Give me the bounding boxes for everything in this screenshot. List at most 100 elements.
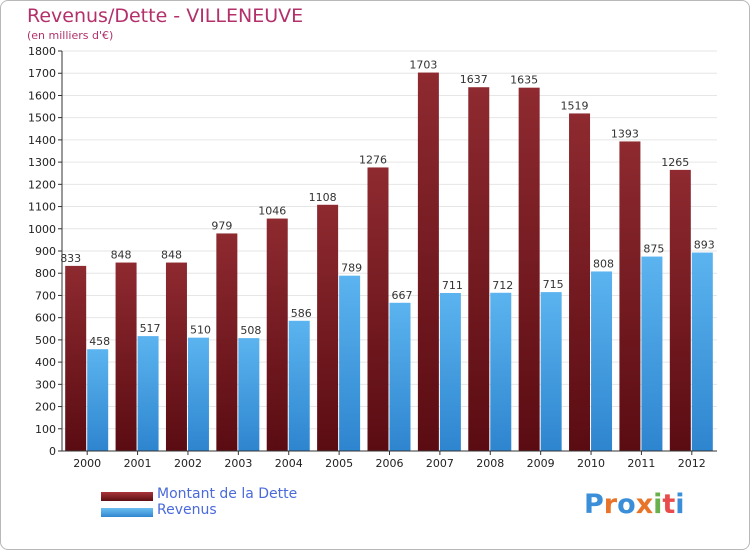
bar-dette (65, 265, 87, 451)
bar-revenus (288, 320, 310, 451)
y-tick-label: 1600 (28, 89, 56, 102)
y-tick-label: 1200 (28, 178, 56, 191)
bar-revenus (490, 292, 512, 451)
y-tick-label: 1000 (28, 223, 56, 236)
x-tick-label: 2007 (426, 457, 454, 470)
data-label-revenus: 508 (240, 324, 261, 337)
logo-letter: r (603, 489, 618, 520)
bar-dette (115, 262, 137, 451)
data-label-revenus: 893 (694, 239, 715, 252)
y-tick-label: 0 (49, 445, 56, 458)
bar-revenus (339, 275, 361, 451)
logo-letter: i (653, 489, 663, 520)
data-label-dette: 1519 (561, 99, 589, 112)
x-tick-label: 2004 (275, 457, 303, 470)
logo-letter: o (617, 489, 636, 520)
bar-dette (468, 87, 490, 451)
legend-label-revenus: Revenus (157, 502, 217, 518)
data-label-revenus: 789 (341, 262, 362, 275)
data-label-revenus: 586 (291, 307, 312, 320)
y-tick-label: 300 (35, 378, 56, 391)
logo-letter: P (584, 489, 604, 520)
logo-letter: i (675, 489, 685, 520)
data-label-revenus: 711 (442, 279, 463, 292)
data-label-revenus: 712 (492, 279, 513, 292)
y-tick-label: 500 (35, 334, 56, 347)
bar-dette (266, 218, 288, 451)
y-tick-label: 1400 (28, 134, 56, 147)
y-tick-label: 900 (35, 245, 56, 258)
y-tick-label: 1300 (28, 156, 56, 169)
bar-dette (216, 233, 238, 451)
legend-label-dette: Montant de la Dette (157, 486, 298, 502)
bar-revenus (238, 338, 260, 451)
chart-title: Revenus/Dette - VILLENEUVE (27, 5, 304, 27)
x-tick-label: 2006 (376, 457, 404, 470)
data-label-revenus: 667 (392, 289, 413, 302)
bar-dette (569, 113, 591, 451)
x-tick-label: 2008 (476, 457, 504, 470)
legend-swatch-revenus (101, 508, 153, 517)
x-tick-label: 2003 (224, 457, 252, 470)
data-label-dette: 1637 (460, 73, 488, 86)
bar-revenus (591, 271, 613, 451)
data-label-revenus: 517 (140, 322, 161, 335)
bar-dette (165, 262, 187, 451)
data-label-dette: 1108 (309, 191, 337, 204)
x-tick-label: 2011 (627, 457, 655, 470)
data-label-dette: 848 (161, 249, 182, 262)
bar-revenus (439, 293, 461, 451)
legend-swatch-dette (101, 492, 153, 501)
data-label-dette: 1635 (510, 74, 538, 87)
y-tick-label: 1700 (28, 67, 56, 80)
y-tick-label: 700 (35, 289, 56, 302)
chart-subtitle: (en milliers d'€) (27, 29, 114, 42)
proxiti-logo: Proxiti (584, 489, 685, 520)
y-tick-label: 800 (35, 267, 56, 280)
x-tick-label: 2012 (678, 457, 706, 470)
x-tick-label: 2009 (527, 457, 555, 470)
data-label-dette: 979 (211, 219, 232, 232)
data-label-dette: 1265 (661, 156, 689, 169)
y-tick-label: 1100 (28, 201, 56, 214)
data-label-revenus: 808 (593, 257, 614, 270)
y-tick-label: 400 (35, 356, 56, 369)
data-label-dette: 833 (60, 252, 81, 265)
x-tick-label: 2001 (124, 457, 152, 470)
y-tick-label: 200 (35, 401, 56, 414)
y-tick-label: 1500 (28, 112, 56, 125)
bar-revenus (691, 252, 713, 451)
data-label-dette: 1393 (611, 127, 639, 140)
logo-letter: x (635, 489, 654, 520)
bar-dette (669, 169, 691, 451)
bar-dette (367, 167, 389, 451)
data-label-dette: 848 (111, 249, 132, 262)
data-label-revenus: 715 (543, 278, 564, 291)
y-tick-label: 1800 (28, 45, 56, 58)
x-tick-label: 2002 (174, 457, 202, 470)
bar-revenus (137, 336, 159, 451)
x-tick-label: 2000 (73, 457, 101, 470)
y-tick-label: 600 (35, 312, 56, 325)
bar-dette (518, 87, 540, 452)
data-label-revenus: 875 (643, 243, 664, 256)
data-label-revenus: 510 (190, 324, 211, 337)
data-label-revenus: 458 (89, 335, 110, 348)
data-label-dette: 1703 (409, 59, 437, 72)
data-label-dette: 1046 (258, 205, 286, 218)
logo-letter: t (662, 489, 676, 520)
x-tick-label: 2005 (325, 457, 353, 470)
bar-revenus (389, 302, 411, 451)
x-tick-label: 2010 (577, 457, 605, 470)
bar-dette (317, 204, 339, 451)
bar-revenus (540, 292, 562, 451)
bar-revenus (187, 337, 209, 451)
bar-dette (619, 141, 641, 451)
bar-dette (417, 72, 439, 452)
data-label-dette: 1276 (359, 153, 387, 166)
y-tick-label: 100 (35, 423, 56, 436)
bar-revenus (641, 256, 663, 451)
bar-revenus (87, 349, 109, 451)
